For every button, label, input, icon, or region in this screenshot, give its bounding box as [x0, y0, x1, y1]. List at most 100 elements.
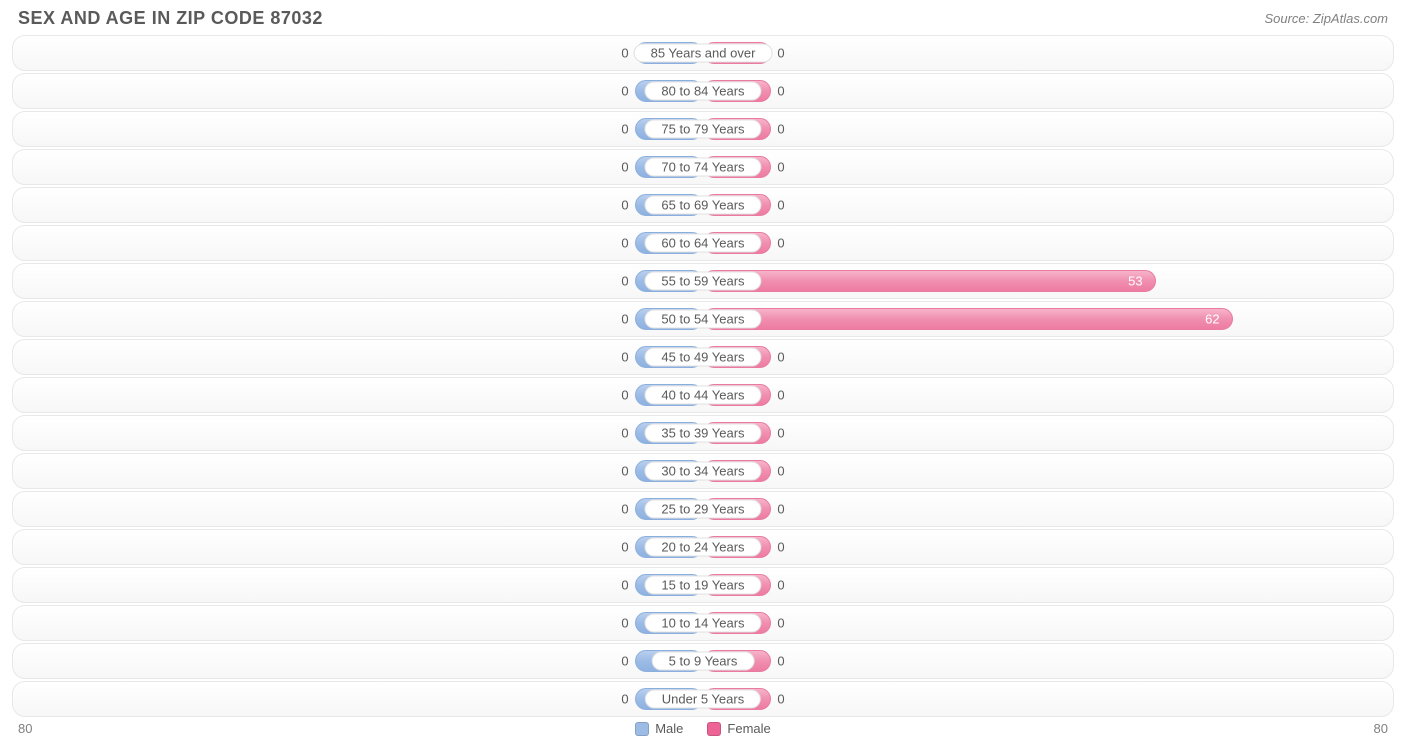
female-value: 0 [777, 350, 784, 365]
chart-row: 0 62 50 to 54 Years [12, 301, 1394, 337]
male-value: 0 [621, 312, 628, 327]
chart-row-inner: 0 0 45 to 49 Years [19, 346, 1387, 368]
chart-row-inner: 0 0 65 to 69 Years [19, 194, 1387, 216]
category-label: 20 to 24 Years [644, 538, 761, 557]
male-value: 0 [621, 198, 628, 213]
legend-item: Female [707, 721, 770, 736]
category-label: 60 to 64 Years [644, 234, 761, 253]
male-value: 0 [621, 84, 628, 99]
chart-legend: Male Female [635, 721, 771, 736]
female-value: 0 [777, 198, 784, 213]
male-value: 0 [621, 540, 628, 555]
chart-row: 0 0 70 to 74 Years [12, 149, 1394, 185]
axis-right-max: 80 [1374, 721, 1388, 736]
female-value: 0 [777, 464, 784, 479]
category-label: 30 to 34 Years [644, 462, 761, 481]
chart-row-inner: 0 0 15 to 19 Years [19, 574, 1387, 596]
chart-row-inner: 0 0 35 to 39 Years [19, 422, 1387, 444]
female-value: 62 [1205, 312, 1219, 327]
chart-row-inner: 00Under 5 Years [19, 688, 1387, 710]
chart-row: 0 0 15 to 19 Years [12, 567, 1394, 603]
category-label: 70 to 74 Years [644, 158, 761, 177]
male-value: 0 [621, 578, 628, 593]
chart-row: 0 0 45 to 49 Years [12, 339, 1394, 375]
chart-row: 0010 to 14 Years [12, 605, 1394, 641]
category-label: 25 to 29 Years [644, 500, 761, 519]
female-bar [703, 270, 1156, 292]
chart-title: SEX AND AGE IN ZIP CODE 87032 [18, 8, 323, 29]
chart-footer: 80 Male Female 80 [0, 719, 1406, 736]
female-value: 0 [777, 122, 784, 137]
female-value: 0 [777, 692, 784, 707]
category-label: 10 to 14 Years [644, 614, 761, 633]
male-value: 0 [621, 464, 628, 479]
female-value: 0 [777, 160, 784, 175]
chart-row: 0 0 30 to 34 Years [12, 453, 1394, 489]
male-value: 0 [621, 426, 628, 441]
category-label: 15 to 19 Years [644, 576, 761, 595]
chart-row: 0 0 35 to 39 Years [12, 415, 1394, 451]
category-label: 40 to 44 Years [644, 386, 761, 405]
axis-left-max: 80 [18, 721, 32, 736]
chart-header: SEX AND AGE IN ZIP CODE 87032 Source: Zi… [0, 0, 1406, 33]
female-value: 0 [777, 654, 784, 669]
chart-row-inner: 0 0 30 to 34 Years [19, 460, 1387, 482]
category-label: 80 to 84 Years [644, 82, 761, 101]
chart-row-inner: 0 0 20 to 24 Years [19, 536, 1387, 558]
female-value: 0 [777, 388, 784, 403]
category-label: 55 to 59 Years [644, 272, 761, 291]
chart-row-inner: 0010 to 14 Years [19, 612, 1387, 634]
chart-row-inner: 0 0 80 to 84 Years [19, 80, 1387, 102]
female-value: 0 [777, 616, 784, 631]
chart-row-inner: 0 0 75 to 79 Years [19, 118, 1387, 140]
category-label: 85 Years and over [634, 44, 773, 63]
category-label: 5 to 9 Years [652, 652, 755, 671]
chart-row: 0 0 80 to 84 Years [12, 73, 1394, 109]
female-value: 0 [777, 236, 784, 251]
chart-row: 0 0 5 to 9 Years [12, 643, 1394, 679]
chart-row: 0 0 40 to 44 Years [12, 377, 1394, 413]
male-value: 0 [621, 692, 628, 707]
chart-row: 00Under 5 Years [12, 681, 1394, 717]
male-value: 0 [621, 160, 628, 175]
chart-row: 0 0 75 to 79 Years [12, 111, 1394, 147]
chart-row-inner: 0 0 70 to 74 Years [19, 156, 1387, 178]
chart-row-inner: 0 0 5 to 9 Years [19, 650, 1387, 672]
male-value: 0 [621, 502, 628, 517]
female-value: 0 [777, 46, 784, 61]
category-label: 45 to 49 Years [644, 348, 761, 367]
chart-row: 0 0 65 to 69 Years [12, 187, 1394, 223]
female-bar [703, 308, 1233, 330]
chart-area: 0 0 85 Years and over 0 0 80 to 84 Years 0 0 75 … [0, 33, 1406, 717]
category-label: 65 to 69 Years [644, 196, 761, 215]
chart-row: 0060 to 64 Years [12, 225, 1394, 261]
chart-row-inner: 0 0 85 Years and over [19, 42, 1387, 64]
male-value: 0 [621, 350, 628, 365]
chart-row-inner: 0 0 40 to 44 Years [19, 384, 1387, 406]
legend-item: Male [635, 721, 683, 736]
legend-swatch [635, 722, 649, 736]
female-value: 0 [777, 84, 784, 99]
male-value: 0 [621, 654, 628, 669]
male-value: 0 [621, 122, 628, 137]
male-value: 0 [621, 388, 628, 403]
chart-source: Source: ZipAtlas.com [1264, 11, 1388, 26]
category-label: 75 to 79 Years [644, 120, 761, 139]
chart-row-inner: 0 62 50 to 54 Years [19, 308, 1387, 330]
chart-row: 0 0 85 Years and over [12, 35, 1394, 71]
female-value: 53 [1128, 274, 1142, 289]
chart-row: 0 0 20 to 24 Years [12, 529, 1394, 565]
female-value: 0 [777, 426, 784, 441]
chart-row: 0 53 55 to 59 Years [12, 263, 1394, 299]
chart-row-inner: 0060 to 64 Years [19, 232, 1387, 254]
female-value: 0 [777, 540, 784, 555]
male-value: 0 [621, 274, 628, 289]
category-label: 35 to 39 Years [644, 424, 761, 443]
chart-row: 0025 to 29 Years [12, 491, 1394, 527]
legend-label: Male [655, 721, 683, 736]
female-value: 0 [777, 578, 784, 593]
category-label: 50 to 54 Years [644, 310, 761, 329]
chart-row-inner: 0 53 55 to 59 Years [19, 270, 1387, 292]
male-value: 0 [621, 46, 628, 61]
legend-swatch [707, 722, 721, 736]
